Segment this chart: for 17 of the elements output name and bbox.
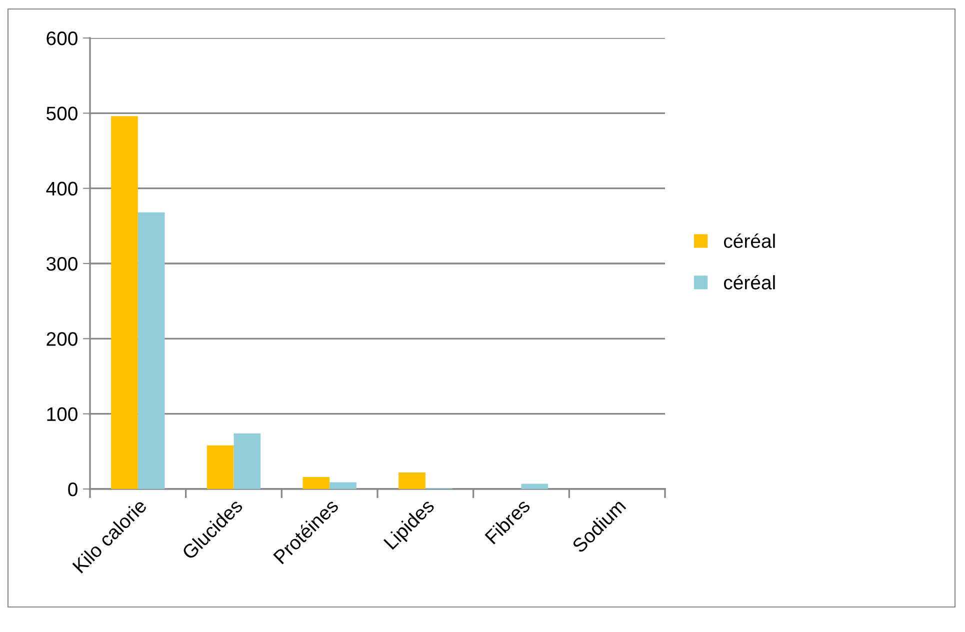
y-tick-label: 500 <box>46 106 78 120</box>
bar <box>234 433 261 489</box>
y-tick-label: 0 <box>68 482 78 496</box>
y-tick-label: 400 <box>46 182 78 196</box>
y-tick-label: 600 <box>46 31 78 46</box>
bar <box>206 445 234 489</box>
bar <box>521 484 548 489</box>
y-tick-label: 100 <box>47 407 78 422</box>
bar <box>138 212 165 489</box>
y-tick-label: 300 <box>46 256 78 271</box>
bar <box>398 472 426 489</box>
legend-label: céréal <box>724 274 775 290</box>
bar <box>111 116 138 489</box>
bar <box>330 482 356 489</box>
y-tick-label: 200 <box>46 332 78 346</box>
bar <box>302 476 330 489</box>
legend-label: céréal <box>724 233 775 248</box>
